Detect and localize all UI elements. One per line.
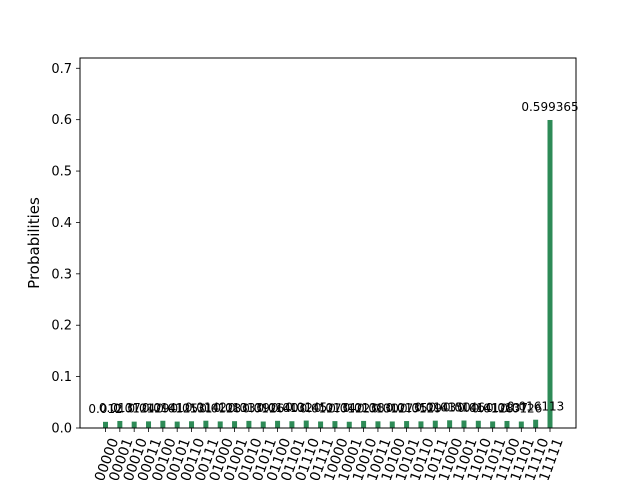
bar-11011 [490,421,496,428]
value-label-00101: 0.0125 [156,402,198,416]
value-label-01111: 0.0127 [300,401,342,415]
bar-11101 [518,421,524,428]
bar-01110 [303,420,309,428]
bar-00101 [174,421,180,428]
y-tick-label: 0.3 [51,267,72,282]
y-tick-label: 0.6 [51,113,72,128]
value-label-10111: 0.0143 [414,401,456,415]
y-tick-label: 0.7 [51,62,72,77]
value-label-00010: 0.0124 [113,402,155,416]
bar-10101 [404,421,410,428]
value-label-10000: 0.0134 [314,401,356,415]
y-tick-label: 0.0 [51,422,72,437]
value-label-01001: 0.0133 [214,401,256,415]
bar-10001 [346,421,352,428]
value-label-10100: 0.0127 [371,401,413,415]
y-tick-label: 0.2 [51,319,72,334]
bar-10110 [418,421,424,428]
y-tick-label: 0.1 [51,370,72,385]
value-label-01110: 0.0145 [285,401,327,415]
bar-00001 [117,420,123,428]
bar-00110 [189,421,195,428]
value-label-10010: 0.0138 [343,401,385,415]
bar-10100 [389,421,395,428]
value-label-11011: 0.0128 [472,401,514,415]
value-label-01101: 0.0132 [271,401,313,415]
value-label-11100: 0.0137 [486,401,528,415]
value-label-00100: 0.0141 [142,401,184,415]
bar-01001 [232,421,238,428]
value-labels-layer: 0.0120.01370.01240.01290.01410.01250.013… [88,100,578,416]
bar-10111 [432,420,438,428]
value-label-00011: 0.0129 [128,401,170,415]
value-label-00000: 0.012 [88,402,122,416]
value-label-01000: 0.0128 [199,401,241,415]
y-axis: 0.0 0.1 0.2 0.3 0.4 0.5 0.6 0.7 [51,62,80,437]
bar-00011 [146,421,152,428]
value-label-01100: 0.0140 [257,401,299,415]
bars-layer [103,119,553,429]
x-axis: 0000000001000100001100100001010011000111… [92,428,567,480]
value-label-11110: 0.016113 [507,400,564,414]
value-label-11001: 0.0146 [443,401,485,415]
bar-01010 [246,420,252,428]
bar-01101 [289,421,295,428]
bar-01011 [260,421,266,428]
value-label-01010: 0.0139 [228,401,270,415]
plot-frame [79,57,577,429]
value-label-11000: 0.0150 [429,400,471,414]
value-label-10101: 0.0135 [386,401,428,415]
y-axis-label: Probabilities [25,197,43,289]
bar-11100 [504,420,510,428]
bar-11111 [547,119,553,429]
bar-01000 [217,421,223,428]
bar-11110 [533,419,539,428]
bar-11000 [447,420,453,428]
bar-00000 [103,421,108,428]
value-label-00110: 0.0131 [171,401,213,415]
bar-10000 [332,421,338,428]
value-label-11101: 0.0126 [500,402,542,416]
value-label-10110: 0.0129 [400,401,442,415]
bar-10011 [375,421,381,428]
bar-11010 [475,420,481,428]
value-label-11111: 0.599365 [521,100,578,114]
bar-10010 [361,420,367,428]
value-label-00111: 0.0142 [185,401,227,415]
bar-01111 [318,421,324,428]
value-label-10011: 0.0130 [357,401,399,415]
y-tick-label: 0.5 [51,165,72,180]
bar-00100 [160,420,166,428]
bar-01100 [275,420,281,428]
value-label-10001: 0.0122 [328,402,370,416]
bar-11001 [461,420,467,428]
y-tick-label: 0.4 [51,216,72,231]
bar-00010 [131,421,137,428]
value-label-00001: 0.0137 [99,401,141,415]
bar-00111 [203,420,209,428]
value-label-01011: 0.0126 [242,402,284,416]
value-label-11010: 0.0141 [457,401,499,415]
